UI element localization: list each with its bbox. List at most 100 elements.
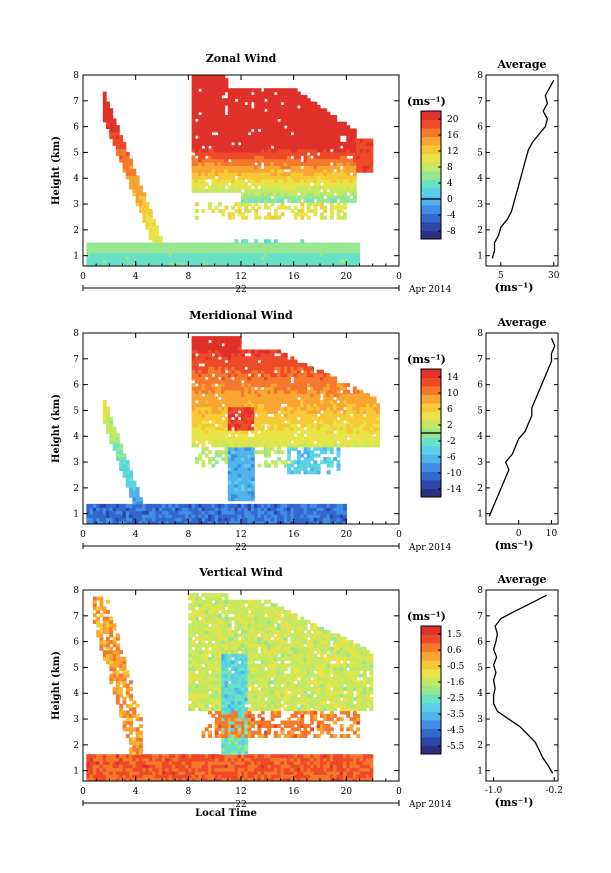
heatmap-cell xyxy=(119,145,124,150)
heatmap-cell xyxy=(333,165,338,170)
heatmap xyxy=(86,593,374,781)
heatmap-cell xyxy=(257,145,262,150)
heatmap-cell xyxy=(227,483,232,488)
heatmap-cell xyxy=(260,373,265,377)
heatmap-cell xyxy=(148,510,153,515)
heatmap-cell xyxy=(198,182,203,187)
heatmap-cell xyxy=(250,349,255,354)
heatmap-cell xyxy=(241,104,245,109)
heatmap-cell xyxy=(290,259,295,264)
heatmap-cell xyxy=(211,138,216,143)
heatmap-cell xyxy=(115,507,120,512)
heatmap-cell xyxy=(129,510,133,515)
heatmap-cell xyxy=(191,430,196,434)
heatmap-cell xyxy=(346,128,351,133)
heatmap-cell xyxy=(257,158,262,163)
heatmap-cell xyxy=(267,91,272,96)
heatmap-cell xyxy=(293,513,298,518)
heatmap-cell xyxy=(336,209,341,213)
heatmap-cell xyxy=(122,255,127,260)
heatmap-cell xyxy=(204,336,209,341)
heatmap-cell xyxy=(241,198,245,203)
heatmap-cell xyxy=(102,510,107,515)
heatmap-cell xyxy=(264,138,268,143)
heatmap-cell xyxy=(293,383,298,388)
heatmap-cell xyxy=(264,440,268,445)
heatmap-cell xyxy=(122,245,127,250)
heatmap-cell xyxy=(194,510,199,515)
heatmap-cell xyxy=(198,145,203,150)
heatmap-cell xyxy=(211,145,216,150)
heatmap-cell xyxy=(257,409,262,414)
heatmap-cell xyxy=(241,125,245,130)
heatmap-cell xyxy=(214,513,219,518)
heatmap-cell xyxy=(260,175,265,180)
heatmap-cell xyxy=(293,255,298,260)
heatmap-cell xyxy=(208,162,212,166)
heatmap-cell xyxy=(181,520,186,524)
heatmap-cell xyxy=(214,101,219,106)
heatmap-cell xyxy=(155,249,160,254)
heatmap-cell xyxy=(221,75,226,79)
heatmap-cell xyxy=(310,510,314,515)
heatmap-cell xyxy=(162,245,166,250)
heatmap-cell xyxy=(102,606,107,611)
heatmap-cell xyxy=(241,178,245,183)
heatmap-cell xyxy=(273,175,278,180)
heatmap-cell xyxy=(218,178,222,183)
heatmap-cell xyxy=(359,393,364,398)
heatmap-cell xyxy=(158,255,163,260)
heatmap-cell xyxy=(204,386,209,391)
heatmap-cell xyxy=(224,420,229,424)
heatmap-cell xyxy=(352,403,357,408)
heatmap-cell xyxy=(362,138,367,143)
heatmap-cell xyxy=(329,209,334,213)
heatmap-cell xyxy=(234,138,239,143)
heatmap-cell xyxy=(346,175,351,180)
heatmap-cell xyxy=(300,460,305,465)
heatmap-cell xyxy=(326,259,331,264)
heatmap-cell xyxy=(198,406,203,411)
heatmap-cell xyxy=(142,259,147,264)
heatmap-cell xyxy=(333,245,338,250)
heatmap-cell xyxy=(221,172,226,176)
heatmap-cell xyxy=(115,242,120,247)
heatmap-cell xyxy=(244,477,249,481)
heatmap-cell xyxy=(313,426,318,431)
heatmap-cell xyxy=(234,245,239,250)
heatmap-cell xyxy=(366,420,370,424)
heatmap-cell xyxy=(129,259,133,264)
heatmap-cell xyxy=(204,356,209,361)
heatmap-cell xyxy=(257,94,262,99)
heatmap-cell xyxy=(125,249,130,254)
heatmap-cell xyxy=(201,209,206,213)
heatmap-cell xyxy=(244,383,249,388)
heatmap-cell xyxy=(109,252,114,257)
heatmap-cell xyxy=(329,433,334,438)
heatmap-cell xyxy=(257,91,262,96)
heatmap-cell xyxy=(254,396,259,401)
heatmap-cell xyxy=(300,111,305,116)
heatmap-cell xyxy=(290,369,295,374)
heatmap-cell xyxy=(306,205,311,210)
heatmap-cell xyxy=(293,115,298,119)
heatmap-cell xyxy=(333,416,338,421)
heatmap-cell xyxy=(231,104,235,109)
heatmap-cell xyxy=(297,101,301,106)
heatmap-cell xyxy=(257,393,262,398)
heatmap-cell xyxy=(129,158,133,163)
heatmap-cell xyxy=(155,513,160,518)
heatmap-cell xyxy=(320,513,324,518)
heatmap-cell xyxy=(241,172,245,176)
heatmap-cell xyxy=(102,767,107,772)
heatmap-cell xyxy=(109,111,114,116)
heatmap-cell xyxy=(227,162,232,166)
heatmap-cell xyxy=(247,94,252,99)
heatmap-cell xyxy=(231,165,235,170)
heatmap-cell xyxy=(244,399,249,404)
heatmap-cell xyxy=(254,148,259,153)
heatmap-cell xyxy=(273,245,278,250)
heatmap-cell xyxy=(191,178,196,183)
heatmap-cell xyxy=(224,362,229,367)
heatmap-cell xyxy=(297,185,301,190)
